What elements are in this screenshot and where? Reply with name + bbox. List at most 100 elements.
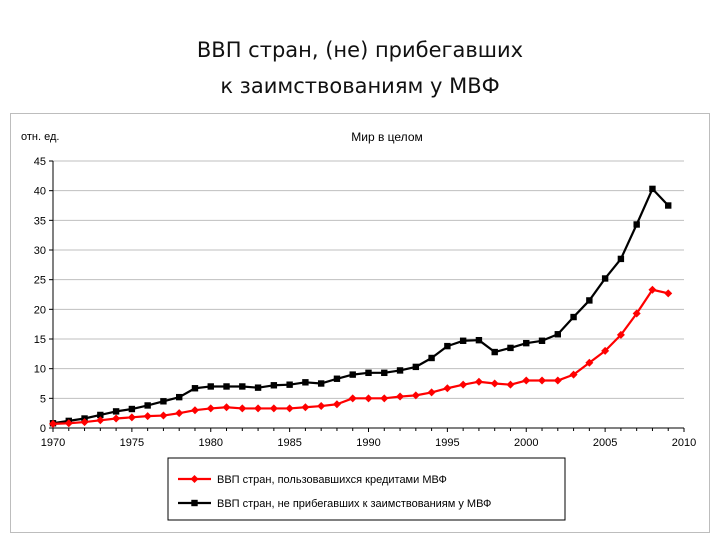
y-tick-label: 15 [34,334,46,346]
data-point [538,376,547,385]
x-tick-label: 2000 [514,437,538,449]
x-tick-label: 1995 [435,437,459,449]
data-point [396,392,405,401]
data-point [206,404,215,413]
data-point [553,376,562,385]
data-point [349,371,356,378]
data-point [64,419,73,428]
x-tick-label: 1990 [356,437,380,449]
data-point [616,330,625,339]
data-point [538,337,546,344]
data-point [112,408,120,415]
slide-title: ВВП стран, (не) прибегавших к заимствова… [0,32,720,104]
slide-title-line-2: к заимствованиям у МВФ [220,74,500,98]
data-point [223,383,230,390]
y-tick-label: 35 [34,215,46,227]
data-point [411,391,420,400]
data-point [586,297,593,304]
data-point [302,379,309,386]
data-point [49,419,57,428]
data-point [144,402,151,409]
data-point [317,380,325,387]
data-point [348,394,357,403]
data-point [254,404,263,413]
y-tick-label: 40 [34,186,46,198]
data-point [381,369,388,377]
data-point [459,337,467,344]
legend-box [167,457,566,521]
plot-series [49,185,673,428]
y-tick-label: 5 [40,393,46,405]
data-point [285,404,294,413]
data-point [601,346,610,355]
grid-lines [52,160,684,429]
data-point [365,369,372,377]
data-point [396,367,404,374]
data-point [160,398,167,405]
data-point [207,383,214,390]
data-point [128,405,136,413]
slide-title-line-1: ВВП стран, (не) прибегавших [196,38,524,62]
series-line [52,187,670,425]
legend-label: ВВП стран, не прибегавших к заимствовани… [217,498,491,510]
data-point [664,289,673,298]
x-tick-label: 1970 [41,437,65,449]
data-point [286,381,293,388]
data-point [506,380,515,389]
data-point [159,411,168,420]
data-point [427,388,436,397]
data-point [523,339,530,347]
chart-frame: Мир в целом отн. ед. 0 5 10 15 20 25 30 35 40 45 … [10,113,710,533]
x-tick-label: 1985 [277,437,301,449]
data-point [570,313,577,321]
data-point [633,221,640,228]
data-point [176,393,183,401]
data-point [632,309,641,318]
legend-label: ВВП стран, пользовавшихся кредитами МВФ [217,474,447,486]
data-point [190,406,199,415]
y-tick-label: 10 [34,364,46,376]
data-point [96,416,105,425]
data-point [444,342,451,350]
data-point [459,380,468,389]
data-point [80,418,89,427]
legend-marker [191,499,198,507]
data-point [428,354,435,362]
data-point [522,376,531,385]
data-point [380,394,389,403]
series-1 [49,185,672,427]
data-point [601,275,609,282]
x-tick-label: 2010 [672,437,696,449]
data-point [239,383,246,390]
data-point [191,385,199,392]
data-point [569,370,578,379]
data-point [332,400,341,409]
data-point [491,348,498,356]
data-point [301,403,310,412]
data-point [317,402,326,411]
data-point [143,412,152,421]
data-point [112,414,121,423]
data-point [364,394,373,403]
y-axis-ticks: 0 5 10 15 20 25 30 35 40 45 [34,156,53,435]
y-tick-label: 45 [34,156,46,168]
y-tick-label: 0 [40,423,46,435]
series-line [52,288,669,425]
data-point [665,202,672,209]
x-tick-label: 2005 [593,437,617,449]
data-point [443,384,452,393]
data-point [649,185,656,193]
data-point [238,404,247,413]
data-point [333,375,341,382]
series-0 [49,285,673,428]
data-point [617,255,625,263]
legend: ВВП стран, пользовавшихся кредитами МВФ В… [178,474,491,510]
x-tick-label: 1975 [120,437,144,449]
data-point [648,285,657,294]
data-point [97,411,104,419]
data-point [585,358,594,367]
legend-marker [190,475,199,483]
x-tick-label: 1980 [199,437,223,449]
y-tick-label: 25 [34,275,46,287]
data-point [475,336,483,344]
